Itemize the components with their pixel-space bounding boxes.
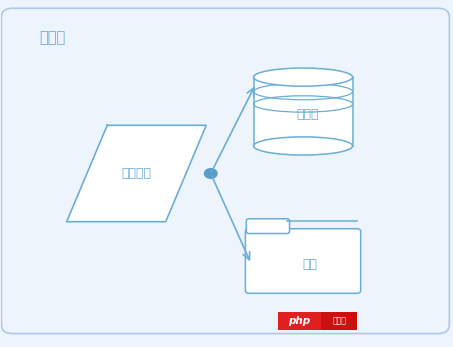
Text: 数据库: 数据库 [296, 109, 319, 121]
Circle shape [204, 169, 217, 178]
Text: php: php [289, 316, 311, 326]
Bar [278, 312, 321, 330]
Bar [254, 77, 352, 146]
Text: 服务器: 服务器 [40, 31, 66, 46]
Bar [321, 312, 357, 330]
Polygon shape [67, 125, 206, 222]
Ellipse shape [254, 68, 352, 86]
Text: 中文网: 中文网 [333, 317, 346, 326]
FancyBboxPatch shape [246, 229, 361, 293]
FancyBboxPatch shape [1, 8, 449, 333]
FancyBboxPatch shape [246, 219, 289, 234]
Text: 应用程序: 应用程序 [121, 167, 151, 180]
Ellipse shape [254, 137, 352, 155]
Text: 文件: 文件 [302, 258, 317, 271]
